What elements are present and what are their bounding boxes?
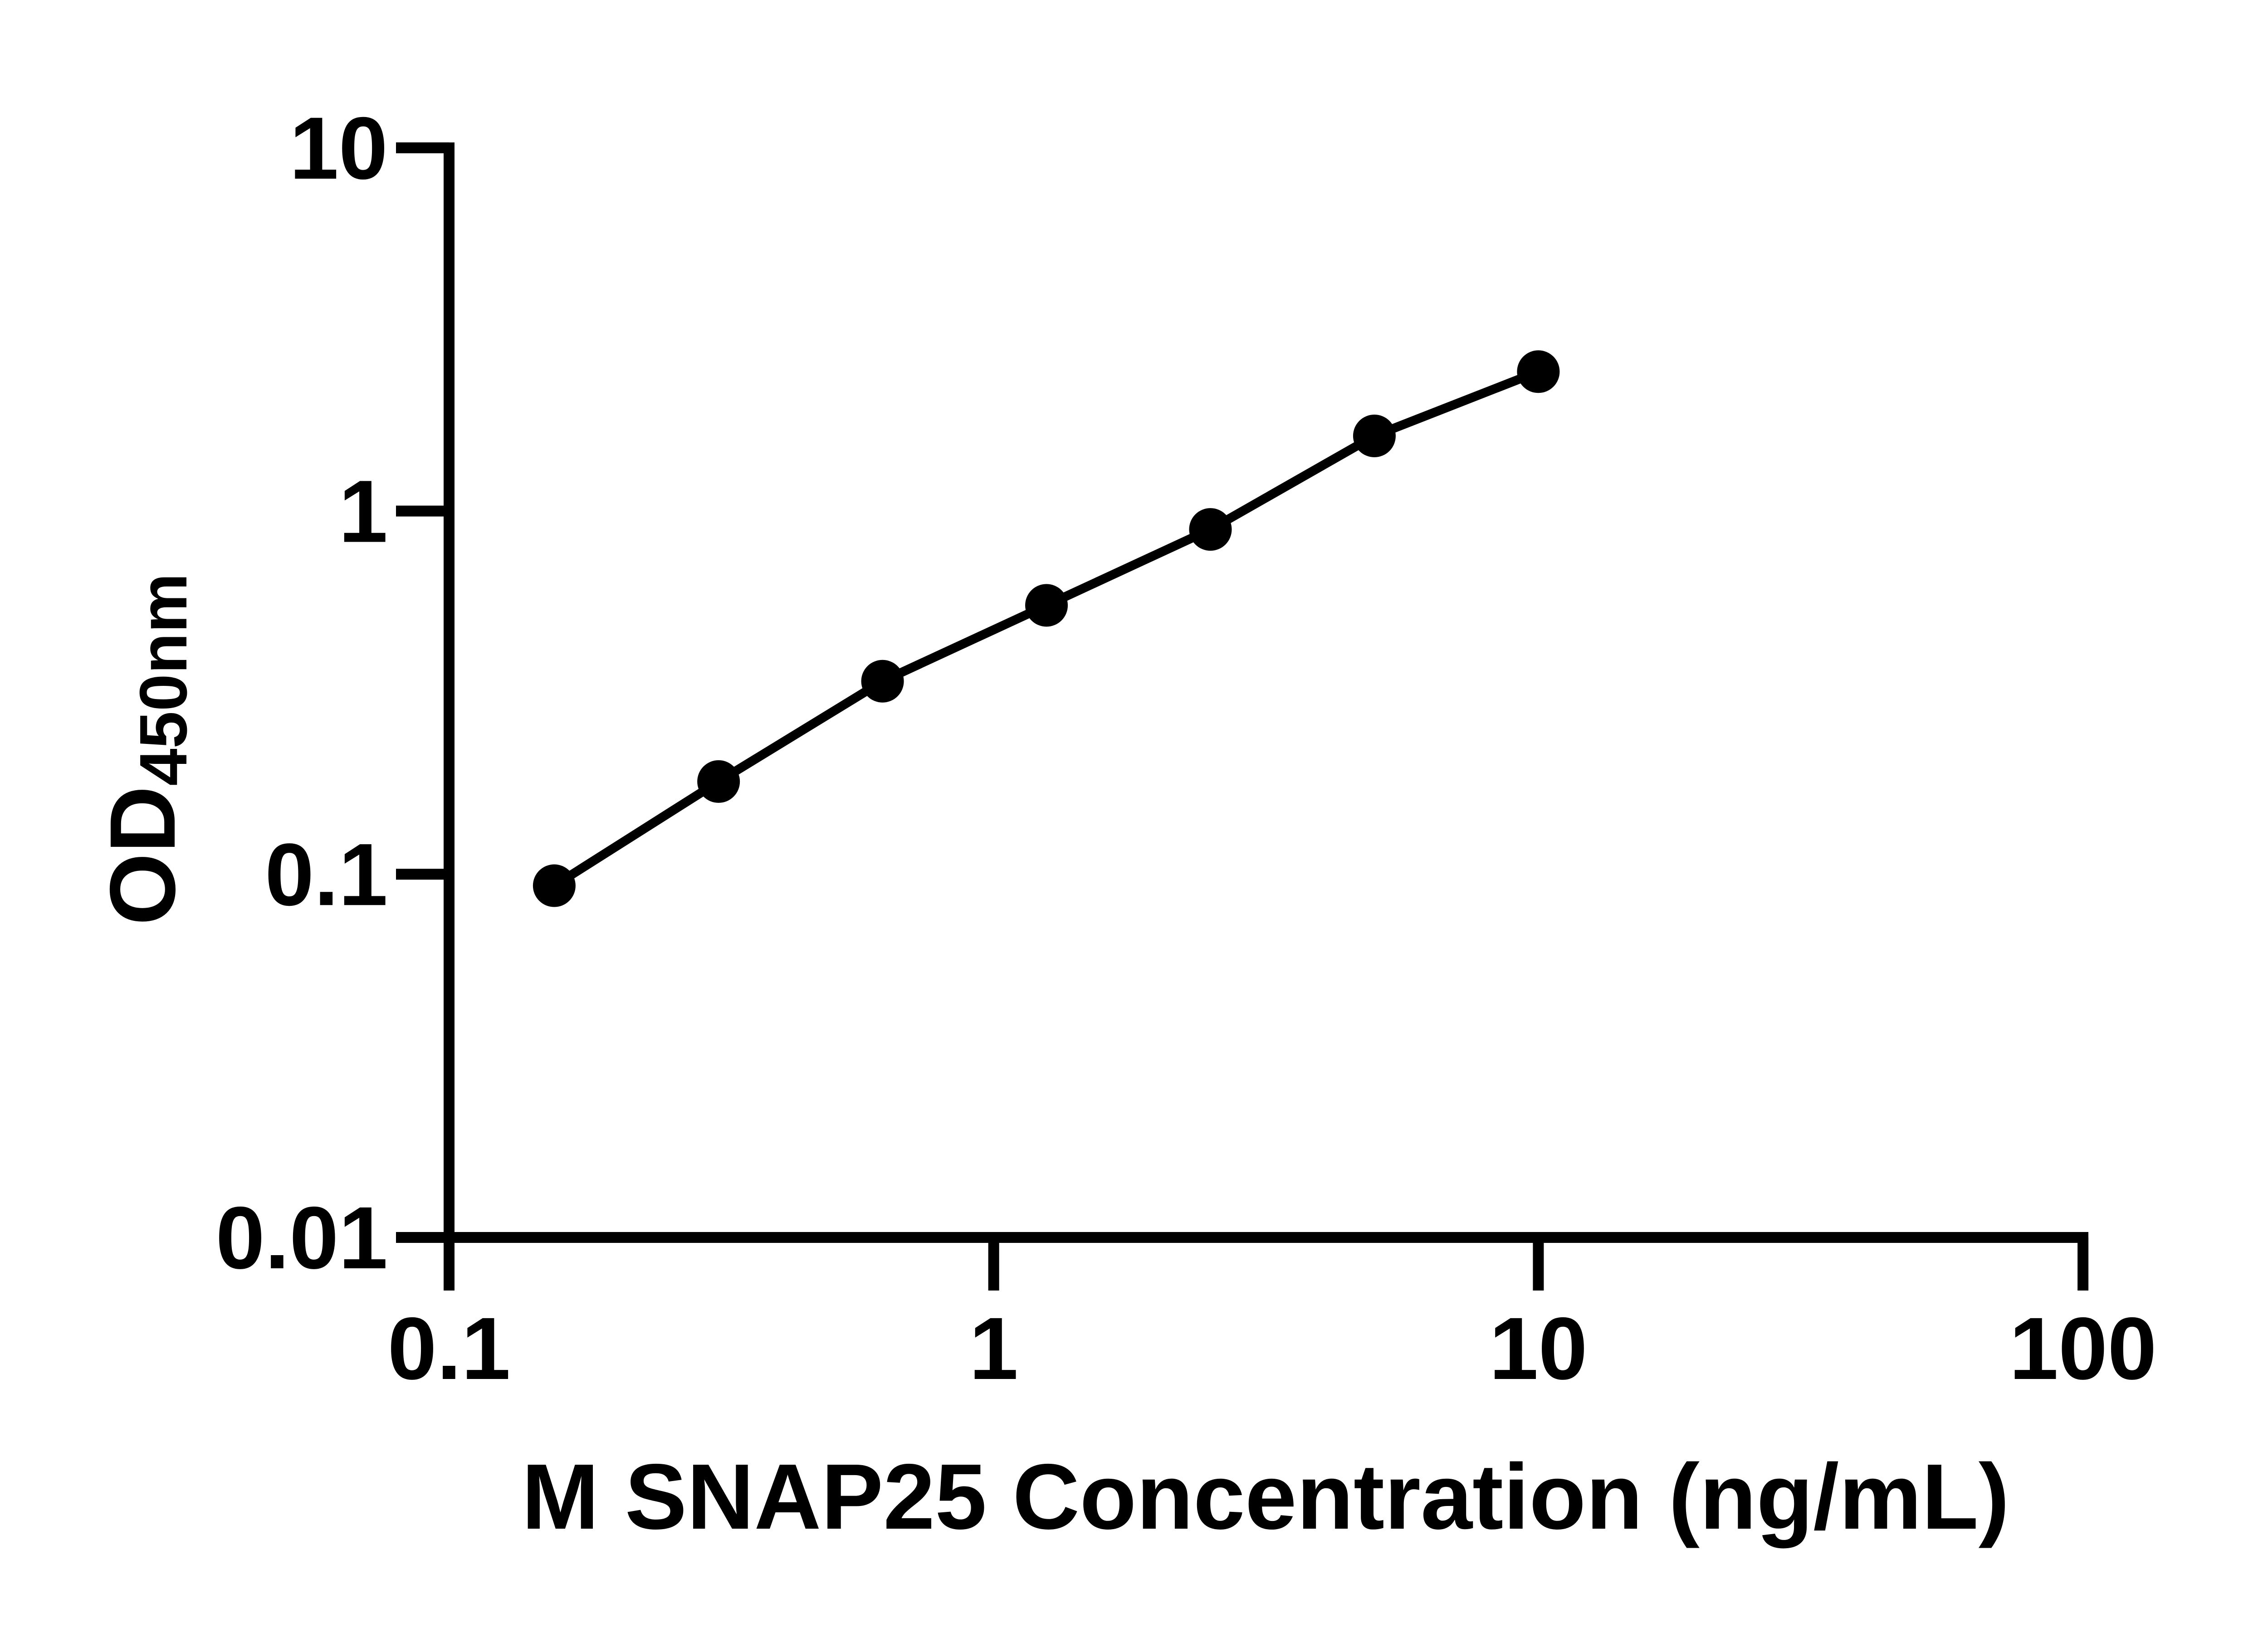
axes — [444, 142, 2088, 1243]
y-axis-title-subscript: 450nm — [126, 573, 201, 786]
x-tick-label: 0.1 — [387, 1299, 510, 1398]
y-axis-title: OD450nm — [91, 573, 201, 925]
y-tick-label: 1 — [339, 462, 388, 561]
y-tick-label: 0.1 — [265, 825, 388, 924]
y-tick-label: 0.01 — [215, 1188, 388, 1287]
data-point — [533, 864, 576, 907]
data-point — [861, 660, 904, 703]
y-axis-title-main: OD — [91, 786, 195, 926]
data-point — [1189, 508, 1232, 551]
x-axis-title: M SNAP25 Concentration (ng/mL) — [522, 1445, 2009, 1549]
x-axis-ticks: 0.1 1 10 100 — [387, 1237, 2157, 1398]
data-point — [1025, 584, 1068, 627]
y-axis-ticks: 0.01 0.1 1 10 — [215, 99, 449, 1287]
x-tick-label: 1 — [969, 1299, 1018, 1398]
data-point — [697, 760, 740, 803]
data-point — [1517, 350, 1560, 393]
x-tick-label: 100 — [2009, 1299, 2156, 1398]
x-tick-label: 10 — [1489, 1299, 1588, 1398]
y-tick-label: 10 — [289, 99, 388, 198]
data-series — [533, 350, 1560, 907]
data-point — [1353, 414, 1396, 457]
